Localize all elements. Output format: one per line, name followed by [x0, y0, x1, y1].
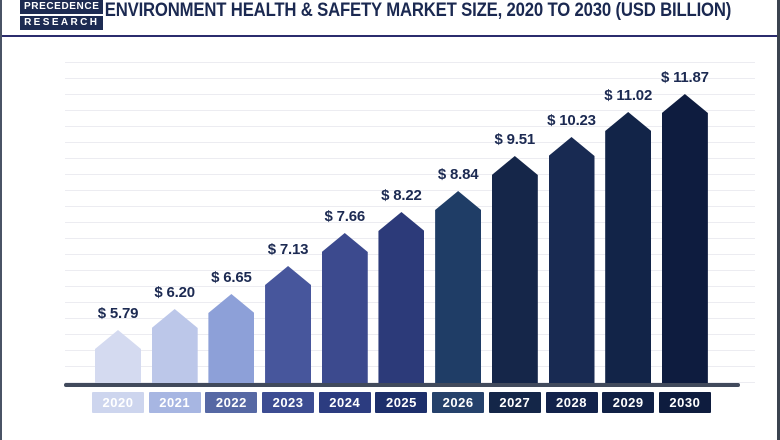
logo-line-precedence: PRECEDENCE — [20, 0, 104, 14]
year-chip-column-2024: 2024 — [317, 392, 373, 413]
bar-2027 — [491, 156, 538, 383]
year-chip-2026: 2026 — [432, 392, 485, 413]
bar-column-2027: $ 9.51 — [487, 52, 543, 383]
page-title-text: ENVIRONMENT HEALTH & SAFETY MARKET SIZE,… — [104, 0, 732, 21]
year-chip-column-2027: 2027 — [487, 392, 543, 413]
year-chip-column-2026: 2026 — [430, 392, 486, 413]
bar-2023 — [265, 266, 312, 383]
year-chip-column-2023: 2023 — [260, 392, 316, 413]
year-chip-column-2020: 2020 — [90, 392, 146, 413]
bar-column-2022: $ 6.65 — [203, 52, 259, 383]
bar-column-2023: $ 7.13 — [260, 52, 316, 383]
value-label-2028: $ 10.23 — [547, 112, 596, 129]
bar-column-2026: $ 8.84 — [430, 52, 486, 383]
year-chip-column-2030: 2030 — [657, 392, 713, 413]
bar-column-2020: $ 5.79 — [90, 52, 146, 383]
bar-column-2030: $ 11.87 — [657, 52, 713, 383]
bar-2020 — [95, 330, 141, 383]
page-title: ENVIRONMENT HEALTH & SAFETY MARKET SIZE,… — [62, 0, 732, 23]
bar-2030 — [661, 94, 708, 383]
logo-line-research: RESEARCH — [20, 16, 104, 30]
bar-2026 — [435, 191, 482, 383]
value-label-2029: $ 11.02 — [604, 87, 653, 104]
value-label-2024: $ 7.66 — [324, 208, 366, 225]
year-chip-2020: 2020 — [92, 392, 144, 413]
bar-column-2028: $ 10.23 — [544, 52, 600, 383]
value-label-2021: $ 6.20 — [154, 284, 195, 301]
value-label-2026: $ 8.84 — [437, 166, 479, 183]
value-label-2023: $ 7.13 — [267, 241, 309, 258]
bar-2025 — [378, 212, 425, 383]
header-divider-line — [2, 35, 777, 37]
year-chip-2029: 2029 — [602, 392, 655, 413]
bar-column-2029: $ 11.02 — [600, 52, 656, 383]
year-chip-2024: 2024 — [318, 392, 371, 413]
value-label-2022: $ 6.65 — [211, 269, 252, 286]
value-label-2025: $ 8.22 — [381, 187, 422, 204]
year-chip-2025: 2025 — [375, 392, 428, 413]
year-chip-2021: 2021 — [148, 392, 201, 413]
bar-column-2024: $ 7.66 — [317, 52, 373, 383]
year-chip-2030: 2030 — [658, 392, 711, 413]
value-label-2027: $ 9.51 — [494, 131, 536, 148]
value-label-2020: $ 5.79 — [97, 305, 139, 322]
year-chip-2022: 2022 — [205, 392, 258, 413]
year-chips-row: 2020 2021 2022 2023 2024 2025 2026 2027 2028 2029… — [66, 392, 740, 413]
bar-column-2025: $ 8.22 — [373, 52, 429, 383]
year-chip-column-2029: 2029 — [600, 392, 656, 413]
year-chip-column-2028: 2028 — [544, 392, 600, 413]
bar-column-2021: $ 6.20 — [147, 52, 203, 383]
year-chip-2027: 2027 — [488, 392, 541, 413]
bars-row: $ 5.79 $ 6.20 $ 6.65 $ 7.13 $ 7.66 $ 8.22 $ 8.… — [66, 52, 740, 383]
bar-2024 — [321, 233, 368, 383]
year-chip-column-2022: 2022 — [203, 392, 259, 413]
x-axis-baseline — [64, 383, 740, 387]
bar-2028 — [548, 137, 595, 383]
year-chip-2023: 2023 — [262, 392, 315, 413]
year-chip-column-2021: 2021 — [147, 392, 203, 413]
year-chip-column-2025: 2025 — [373, 392, 429, 413]
value-label-2030: $ 11.87 — [660, 69, 709, 86]
bar-2021 — [151, 309, 198, 383]
bar-2029 — [605, 112, 652, 383]
precedence-research-logo: PRECEDENCE RESEARCH — [18, 0, 106, 32]
bar-2022 — [208, 294, 255, 383]
year-chip-2028: 2028 — [545, 392, 598, 413]
